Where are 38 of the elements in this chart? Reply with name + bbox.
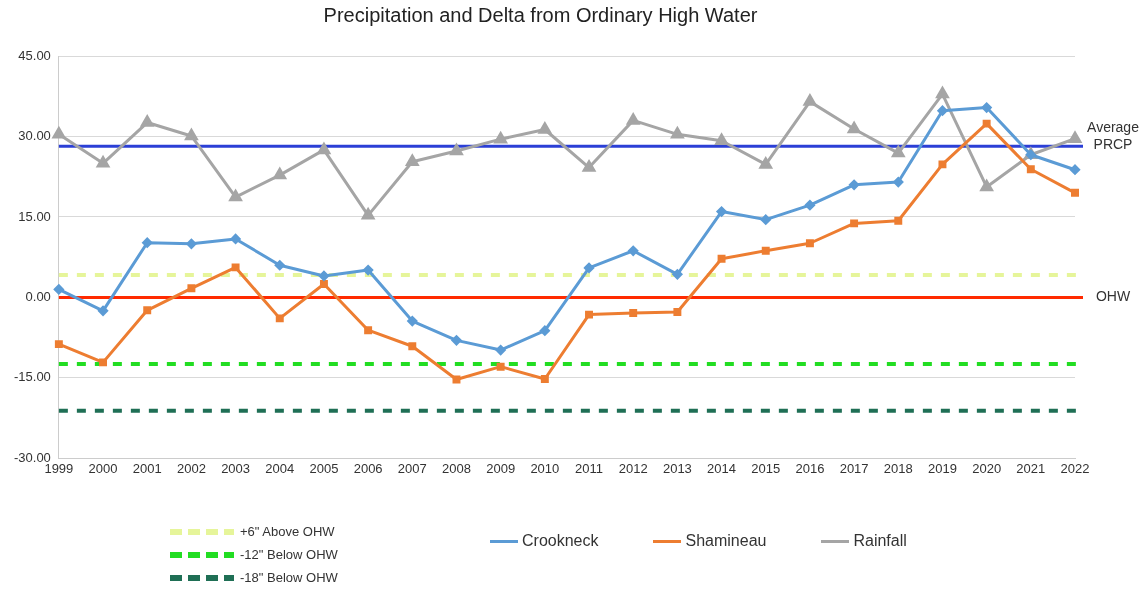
x-tick-label: 2015 [751, 460, 781, 476]
legend-label: Shamineau [685, 532, 767, 550]
x-tick-label: 2020 [972, 460, 1002, 476]
x-tick-label: 2021 [1016, 460, 1046, 476]
x-tick-label: 2009 [486, 460, 516, 476]
x-tick-label: 2012 [618, 460, 648, 476]
x-tick-label: 2010 [530, 460, 560, 476]
legend-label: Crookneck [522, 532, 599, 550]
y-tick-label: 45.00 [18, 47, 51, 63]
x-tick-label: 2003 [221, 460, 251, 476]
x-tick-label: 2018 [883, 460, 913, 476]
x-tick-label: 2022 [1060, 460, 1090, 476]
ref-line-label: Average PRCP [1087, 119, 1140, 152]
y-tick-label: -30.00 [13, 449, 51, 465]
x-tick-label: 2001 [132, 460, 162, 476]
x-tick-label: 2005 [309, 460, 339, 476]
x-tick-label: 2013 [662, 460, 692, 476]
legend-label: -18" Below OHW [240, 569, 339, 585]
x-tick-label: 2019 [928, 460, 957, 476]
x-tick-label: 2000 [88, 460, 118, 476]
x-tick-label: 2002 [176, 460, 206, 476]
x-tick-label: 2014 [707, 460, 737, 476]
y-tick-label: 15.00 [18, 208, 51, 224]
chart-title: Precipitation and Delta from Ordinary High Water [323, 3, 758, 26]
x-tick-label: 2004 [265, 460, 295, 476]
legend-label: Rainfall [853, 532, 907, 550]
x-tick-label: 2011 [575, 460, 603, 476]
x-tick-label: 2008 [442, 460, 471, 476]
legend-label: +6" Above OHW [240, 523, 336, 539]
x-tick-label: 2007 [397, 460, 427, 476]
y-tick-label: -15.00 [13, 369, 51, 385]
x-tick-label: 2016 [795, 460, 825, 476]
legend-label: -12" Below OHW [240, 546, 339, 562]
x-tick-label: 2017 [839, 460, 869, 476]
ref-line-label: OHW [1095, 288, 1131, 305]
x-tick-label: 2006 [353, 460, 383, 476]
y-tick-label: 30.00 [18, 128, 51, 144]
y-tick-label: 0.00 [25, 289, 51, 305]
